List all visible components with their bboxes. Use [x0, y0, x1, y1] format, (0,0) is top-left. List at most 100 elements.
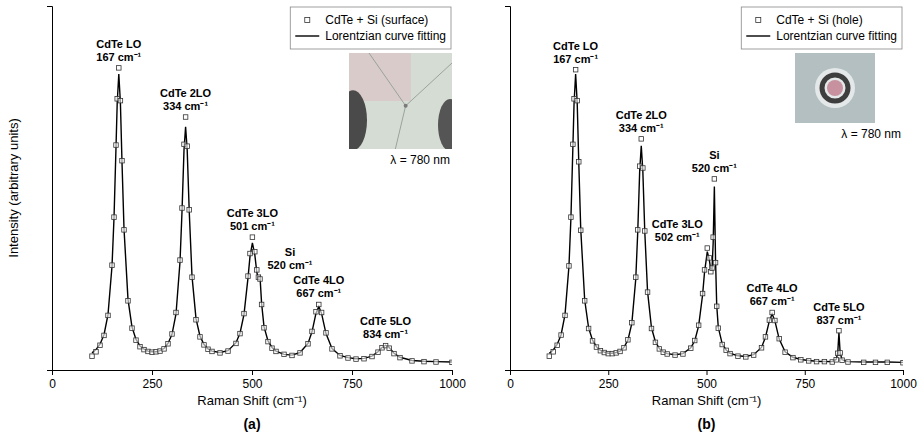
data-point	[187, 208, 192, 213]
peak-label: Si	[285, 246, 295, 258]
data-point	[180, 206, 185, 211]
legend: CdTe + Si (surface)Lorentzian curve fitt…	[290, 7, 451, 49]
photo-spot	[404, 104, 408, 108]
x-tick: 1000	[439, 370, 466, 391]
peak-label: 667 cm⁻¹	[296, 287, 341, 299]
x-tick: 750	[342, 370, 362, 391]
data-point	[434, 360, 439, 365]
photo-shadow	[438, 99, 452, 149]
x-tick: 500	[242, 370, 262, 391]
data-point	[700, 291, 705, 296]
data-point	[319, 310, 324, 315]
data-point	[246, 274, 251, 279]
data-point	[134, 338, 139, 343]
data-point	[117, 66, 122, 71]
data-point	[578, 228, 583, 233]
data-point	[665, 352, 670, 357]
data-point	[563, 313, 568, 318]
legend-label: CdTe + Si (hole)	[776, 13, 862, 27]
y-axis-title: Intensity (arbitrary units)	[6, 118, 21, 257]
data-point	[622, 346, 627, 351]
data-point	[314, 310, 319, 315]
data-point	[901, 360, 903, 365]
data-point	[354, 357, 359, 362]
data-point	[118, 98, 123, 103]
data-point	[692, 338, 697, 343]
data-point	[253, 249, 257, 254]
data-point	[834, 358, 839, 363]
data-point	[696, 323, 701, 328]
data-point	[571, 142, 576, 147]
inset-photo	[349, 53, 452, 149]
data-point	[822, 359, 827, 364]
data-point	[547, 354, 552, 359]
tick-label: 500	[242, 377, 262, 391]
data-point	[639, 137, 644, 142]
data-point	[720, 342, 725, 347]
data-point	[422, 359, 427, 364]
data-point	[567, 264, 572, 269]
data-point	[317, 302, 322, 307]
peak-label: 520 cm⁻¹	[268, 259, 313, 271]
data-point	[645, 290, 650, 295]
data-point	[102, 333, 107, 338]
data-point	[248, 251, 253, 256]
peak-label: CdTe LO	[553, 40, 598, 52]
data-point	[559, 333, 564, 338]
data-point	[577, 160, 582, 165]
data-point	[713, 260, 718, 265]
data-point	[298, 351, 303, 356]
data-point	[362, 356, 367, 361]
data-point	[837, 328, 842, 333]
data-point	[736, 354, 741, 359]
x-axis-title: Raman Shift (cm⁻¹)	[197, 393, 306, 408]
tick-mark	[903, 370, 904, 375]
data-point	[250, 235, 255, 240]
x-tick: 1000	[890, 370, 917, 391]
data-point	[194, 318, 199, 323]
data-point	[94, 350, 99, 355]
legend-label: CdTe + Si (surface)	[325, 13, 428, 27]
tick-label: 0	[507, 377, 514, 391]
data-point	[110, 263, 115, 268]
data-point	[641, 166, 646, 171]
data-point	[106, 313, 111, 318]
peak-label: 667 cm⁻¹	[750, 295, 795, 307]
x-tick: 750	[795, 370, 815, 391]
data-point	[861, 360, 866, 365]
figure: 02505007501000CdTe LO167 cm⁻¹CdTe 2LO334…	[0, 0, 921, 439]
data-point	[370, 354, 375, 359]
data-point	[183, 115, 188, 120]
data-point	[170, 332, 175, 337]
legend-marker	[305, 18, 310, 23]
inset-label: λ = 780 nm	[841, 127, 901, 141]
data-point	[751, 353, 756, 358]
legend-box	[741, 7, 902, 49]
data-point	[112, 215, 117, 220]
data-point	[262, 326, 267, 331]
data-point	[681, 352, 686, 357]
x-axis-title: Raman Shift (cm⁻¹)	[652, 393, 761, 408]
data-point	[716, 326, 721, 331]
data-point	[259, 302, 264, 307]
data-point	[773, 318, 778, 323]
data-point	[126, 299, 131, 304]
data-point	[838, 351, 843, 356]
legend-box	[290, 7, 451, 49]
tick-mark	[452, 370, 453, 375]
data-point	[806, 359, 811, 364]
peak-label: CdTe 3LO	[227, 207, 279, 219]
photo-line	[395, 106, 405, 149]
data-point	[234, 341, 239, 346]
x-axis-line	[511, 371, 904, 376]
peak-label: 837 cm⁻¹	[816, 314, 861, 326]
panel: 02505007501000CdTe LO167 cm⁻¹CdTe 2LO334…	[6, 7, 466, 433]
data-point	[777, 336, 782, 341]
data-point	[634, 275, 639, 280]
peak-label: 520 cm⁻¹	[692, 162, 737, 174]
data-point	[178, 258, 183, 263]
data-point	[376, 350, 381, 355]
tick-mark	[252, 370, 253, 375]
data-point	[711, 235, 716, 240]
data-point	[330, 347, 335, 352]
